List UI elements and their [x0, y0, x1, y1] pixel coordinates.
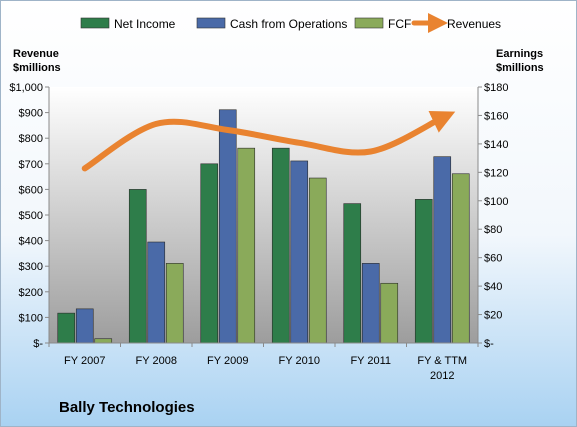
legend-swatch-cash-from-operations: [196, 17, 226, 29]
bar-net-income: [57, 312, 76, 344]
right-tick-label: $-: [484, 338, 494, 350]
x-tick-label: FY 2007: [64, 355, 105, 367]
bar-fcf: [308, 177, 327, 344]
left-tick-label: $700: [19, 159, 43, 171]
bar-net-income: [200, 163, 219, 344]
left-tick-label: $400: [19, 236, 43, 248]
x-tick-label: FY 2009: [207, 355, 248, 367]
legend-swatch-fcf: [354, 17, 384, 29]
x-tick-label: FY 2010: [279, 355, 320, 367]
x-tick-label: FY & TTM: [417, 355, 467, 367]
left-tick-label: $800: [19, 133, 43, 145]
right-tick-label: $120: [484, 167, 508, 179]
x-tick-label: FY 2011: [350, 355, 391, 367]
left-tick-label: $300: [19, 261, 43, 273]
x-tick-label: 2012: [430, 370, 454, 382]
bars: [57, 109, 470, 344]
bar-fcf: [237, 147, 256, 344]
right-tick-label: $60: [484, 253, 502, 265]
bar-cash-from-operations: [361, 263, 380, 344]
bar-cash-from-operations: [218, 109, 237, 344]
revenue-line: [81, 110, 456, 172]
bar-fcf: [94, 338, 113, 344]
legend-swatch-net-income: [80, 17, 110, 29]
plot-area: [49, 87, 478, 343]
bar-net-income: [128, 189, 147, 344]
right-tick-label: $180: [484, 82, 508, 94]
x-tick-label: FY 2008: [136, 355, 177, 367]
legend-label-cash-from-operations: Cash from Operations: [230, 17, 347, 31]
bar-net-income: [414, 199, 433, 344]
bar-fcf: [165, 263, 184, 344]
bar-cash-from-operations: [147, 241, 166, 344]
left-tick-label: $-: [33, 338, 43, 350]
axis-titles: Revenue $millions Earnings $millions: [13, 48, 544, 74]
right-tick-label: $40: [484, 281, 502, 293]
right-tick-label: $20: [484, 310, 502, 322]
x-axis: FY 2007 FY 2008 FY 2009 FY 2010 FY 2011 FY & …: [48, 342, 479, 382]
legend-label-fcf: FCF: [388, 17, 411, 31]
legend-label-net-income: Net Income: [114, 17, 176, 31]
left-axis-title: $millions: [13, 62, 61, 74]
left-tick-label: $100: [19, 312, 43, 324]
chart-title: Bally Technologies: [59, 399, 195, 416]
line-revenues: [81, 110, 456, 172]
right-axis-title: $millions: [496, 62, 544, 74]
right-tick-label: $100: [484, 196, 508, 208]
bar-net-income: [343, 203, 362, 344]
legend-label-revenues: Revenues: [447, 17, 501, 31]
right-tick-label: $80: [484, 224, 502, 236]
right-tick-label: $140: [484, 139, 508, 151]
left-tick-label: $500: [19, 210, 43, 222]
left-axis-title: Revenue: [13, 48, 59, 60]
bar-cash-from-operations: [75, 308, 94, 344]
right-axis-title: Earnings: [496, 48, 543, 60]
right-tick-label: $160: [484, 110, 508, 122]
bar-net-income: [271, 147, 290, 344]
left-tick-label: $200: [19, 287, 43, 299]
left-tick-label: $600: [19, 184, 43, 196]
left-tick-label: $900: [19, 108, 43, 120]
left-tick-label: $1,000: [9, 82, 43, 94]
bar-fcf: [380, 282, 399, 344]
legend: Net Income Cash from Operations FCF Revenue…: [80, 13, 501, 33]
bar-cash-from-operations: [433, 156, 452, 344]
bar-fcf: [451, 173, 470, 344]
right-axis: $- $20 $40 $60 $80 $100 $120 $140 $160 $180: [477, 82, 508, 350]
bar-cash-from-operations: [290, 160, 309, 344]
left-axis: $- $100 $200 $300 $400 $500 $600 $700 $800 $900 $1…: [9, 82, 50, 350]
